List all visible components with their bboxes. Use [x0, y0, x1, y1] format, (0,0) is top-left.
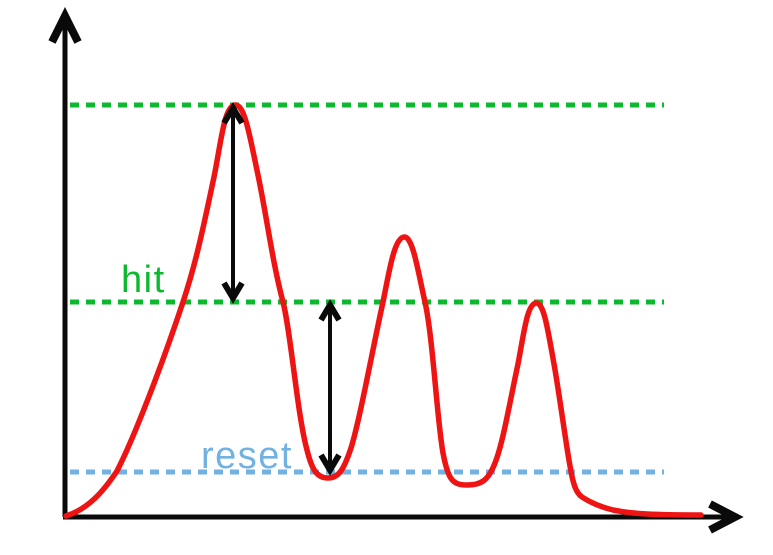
y-axis: [48, 7, 82, 517]
arrow-down-icon: [221, 281, 245, 304]
arrow-up-icon: [318, 299, 342, 322]
arrow-up-icon: [221, 102, 245, 125]
peak-to-hit-arrow: [221, 102, 245, 304]
arrow-down-icon: [318, 453, 342, 476]
reset-threshold-label: reset: [201, 435, 293, 477]
y-axis-arrow-icon: [48, 7, 82, 44]
hit-to-reset-arrow: [318, 299, 342, 476]
x-axis-arrow-icon: [708, 500, 744, 534]
signal-curve: [63, 102, 704, 519]
x-axis: [63, 500, 744, 534]
hit-threshold-label: hit: [121, 259, 166, 301]
